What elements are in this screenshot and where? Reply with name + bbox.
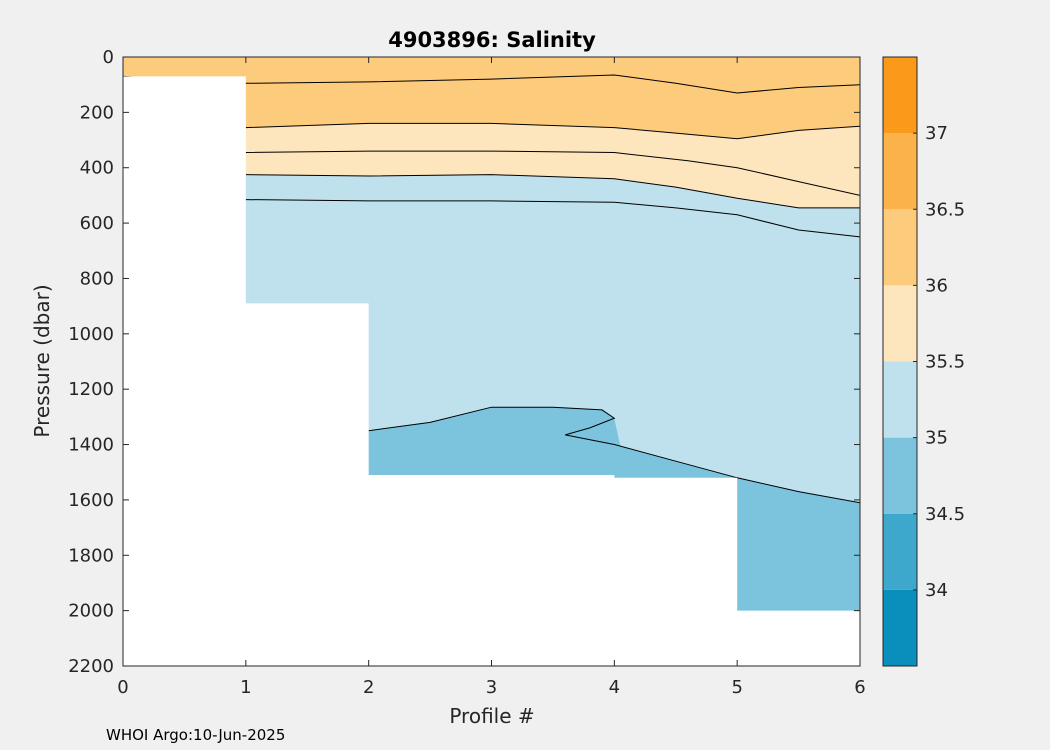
x-tick-label-1: 1 [240, 677, 251, 698]
x-tick-label-6: 6 [854, 677, 865, 698]
contour-line-2 [245, 150, 861, 196]
y-tick-label-1600: 1600 [68, 490, 114, 511]
x-tick-label-2: 2 [363, 677, 374, 698]
y-tick-label-1400: 1400 [68, 435, 114, 456]
x-tick-label-3: 3 [486, 677, 497, 698]
colorbar-tick-label-5: 36.5 [925, 199, 965, 220]
y-axis-label: Pressure (dbar) [30, 284, 54, 437]
y-tick-label-800: 800 [80, 268, 114, 289]
colorbar-band-3 [883, 361, 917, 438]
colorbar: 34 34.5 35 35.5 36 36.5 37 [882, 56, 965, 667]
contour-line-0 [123, 74, 861, 94]
plot-area [123, 57, 861, 666]
y-tick-label-1800: 1800 [68, 545, 114, 566]
colorbar-band-4 [883, 285, 917, 362]
footer-credit: WHOI Argo:10-Jun-2025 [106, 726, 286, 744]
colorbar-band-5 [883, 209, 917, 286]
colorbar-tick-label-0: 34 [925, 580, 948, 601]
y-tick-label-400: 400 [80, 158, 114, 179]
y-tick-label-600: 600 [80, 213, 114, 234]
colorbar-band-1 [883, 513, 917, 590]
salinity-band-2 [123, 123, 860, 196]
axes: 0 1 2 3 4 5 6 0 200 400 600 800 1000 1200 1400 1600 1800… [68, 47, 866, 698]
salinity-band-1 [123, 74, 860, 139]
colorbar-band-7 [883, 57, 917, 134]
salinity-band-0 [123, 57, 860, 93]
chart-title: 4903896: Salinity [388, 28, 596, 52]
colorbar-tick-label-2: 35 [925, 428, 948, 449]
contour-line-4 [245, 199, 861, 238]
contour-line-1 [245, 122, 861, 140]
contour-line-5 [368, 406, 861, 504]
x-tick-label-5: 5 [731, 677, 742, 698]
colorbar-tick-label-6: 37 [925, 123, 948, 144]
contour-lines [123, 74, 861, 504]
y-tick-label-0: 0 [103, 47, 114, 68]
colorbar-tick-label-4: 36 [925, 275, 948, 296]
x-tick-label-0: 0 [117, 677, 128, 698]
salinity-band-3 [123, 151, 860, 208]
y-tick-label-2000: 2000 [68, 601, 114, 622]
colorbar-tick-label-1: 34.5 [925, 504, 965, 525]
colorbar-band-6 [883, 133, 917, 210]
x-tick-label-4: 4 [609, 677, 620, 698]
y-tick-label-200: 200 [80, 102, 114, 123]
y-tick-label-1000: 1000 [68, 324, 114, 345]
y-tick-label-1200: 1200 [68, 379, 114, 400]
y-tick-label-2200: 2200 [68, 656, 114, 677]
colorbar-band-2 [883, 437, 917, 514]
contour-line-3 [245, 174, 860, 209]
x-axis-label: Profile # [449, 704, 534, 728]
colorbar-tick-label-3: 35.5 [925, 352, 965, 373]
colorbar-band-0 [883, 589, 917, 666]
